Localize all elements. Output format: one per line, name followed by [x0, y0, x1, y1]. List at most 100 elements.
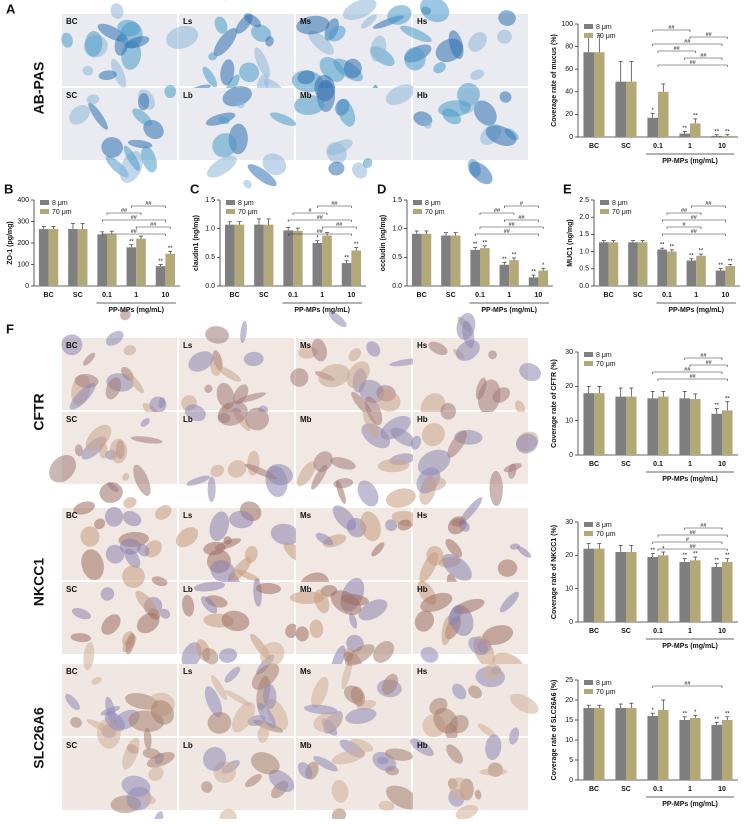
image-label: SC [66, 741, 77, 750]
bracket-label: ## [700, 523, 707, 529]
y-axis-label: Coverage rate of SLC26A6 (%) [551, 680, 558, 781]
row-label: NKCC1 [31, 558, 47, 606]
tissue-texture [193, 581, 226, 592]
tissue-texture [459, 497, 483, 525]
x-tick-label: 1 [688, 628, 692, 635]
y-tick-label: 80 [565, 43, 573, 50]
bar [658, 91, 669, 137]
tissue-texture [73, 501, 95, 515]
micrograph [179, 14, 294, 86]
tissue-texture [227, 460, 247, 478]
tissue-texture [91, 676, 102, 685]
bracket [652, 685, 723, 688]
tissue-texture [122, 737, 140, 770]
bracket [292, 212, 328, 215]
tissue-texture [314, 74, 336, 102]
significance-label: ** [714, 129, 719, 135]
bar [711, 724, 722, 780]
x-axis-label: PP-MPs (mg/mL) [294, 307, 350, 314]
y-tick-label: 1.0 [205, 226, 215, 233]
tissue-texture [243, 351, 264, 367]
y-tick-label: 1.5 [392, 197, 402, 204]
bar [322, 235, 332, 286]
bar [608, 242, 619, 286]
tissue-texture [328, 25, 346, 42]
legend-label: 70 μm [612, 209, 632, 216]
tissue-texture [456, 340, 480, 361]
bar [626, 81, 637, 137]
legend-swatch [584, 361, 593, 366]
tissue-texture [270, 523, 300, 546]
bar [722, 410, 733, 455]
legend-label: 70 μm [425, 209, 445, 216]
tissue-texture [104, 506, 124, 527]
tissue-texture [70, 717, 82, 728]
x-tick-label: 0.1 [475, 292, 485, 299]
tissue-texture [417, 449, 451, 476]
tissue-texture [254, 47, 271, 78]
tissue-texture [120, 309, 131, 321]
bracket-label: ## [150, 222, 157, 228]
legend-swatch [226, 200, 235, 205]
tissue-texture [184, 404, 206, 422]
tissue-texture [210, 464, 225, 477]
tissue-texture [122, 473, 130, 481]
bar [441, 235, 451, 286]
significance-label: * [316, 235, 319, 241]
legend-label: 70 μm [596, 33, 616, 40]
x-axis-label: PP-MPs (mg/mL) [108, 307, 164, 314]
significance-label: * [652, 108, 655, 114]
legend-label: 8 μm [425, 200, 441, 207]
tissue-texture [503, 463, 522, 473]
bar [679, 398, 690, 455]
x-tick-label: SC [633, 292, 643, 299]
tissue-texture [517, 546, 532, 558]
bracket [131, 205, 166, 208]
tissue-texture [142, 794, 156, 805]
tissue-texture [446, 744, 463, 764]
tissue-texture [61, 334, 83, 356]
tissue-texture [377, 756, 389, 765]
y-tick-label: 10 [565, 418, 573, 425]
bar [722, 135, 733, 137]
tissue-texture [122, 565, 145, 588]
bar [626, 396, 637, 455]
tissue-texture [257, 702, 276, 729]
tissue-texture [268, 769, 295, 792]
y-tick-label: 20 [565, 697, 573, 704]
bar [126, 247, 137, 286]
tissue-texture [419, 551, 439, 583]
panel-label: D [377, 181, 386, 196]
bracket [101, 233, 166, 236]
image-label: Mb [300, 91, 312, 100]
bracket-label: ## [684, 39, 691, 45]
tissue-texture [483, 663, 502, 680]
panel-label: B [4, 181, 13, 196]
bar [480, 248, 490, 286]
bracket-label: ## [691, 215, 698, 221]
legend-label: 8 μm [612, 200, 628, 207]
image-label: SC [66, 91, 77, 100]
significance-label: ** [682, 553, 687, 559]
x-tick-label: 10 [718, 143, 726, 150]
tissue-texture [125, 36, 150, 49]
bracket-label: ## [700, 353, 707, 359]
y-tick-label: 0.0 [392, 283, 402, 290]
tissue-texture [136, 612, 160, 634]
y-tick-label: 0 [569, 452, 573, 459]
tissue-texture [378, 800, 395, 811]
x-tick-label: 1 [688, 143, 692, 150]
tissue-texture [221, 610, 250, 632]
significance-label: ** [531, 270, 536, 276]
tissue-texture [123, 497, 137, 509]
x-tick-label: BC [44, 292, 54, 299]
bracket-label: ## [690, 544, 697, 550]
y-tick-label: 60 [565, 66, 573, 73]
significance-label: ** [714, 403, 719, 409]
image-label: Lb [183, 415, 193, 424]
tissue-texture [397, 519, 412, 531]
y-tick-label: 0 [569, 619, 573, 626]
tissue-texture [88, 102, 108, 130]
bar [658, 555, 669, 622]
significance-label: ** [512, 252, 517, 258]
